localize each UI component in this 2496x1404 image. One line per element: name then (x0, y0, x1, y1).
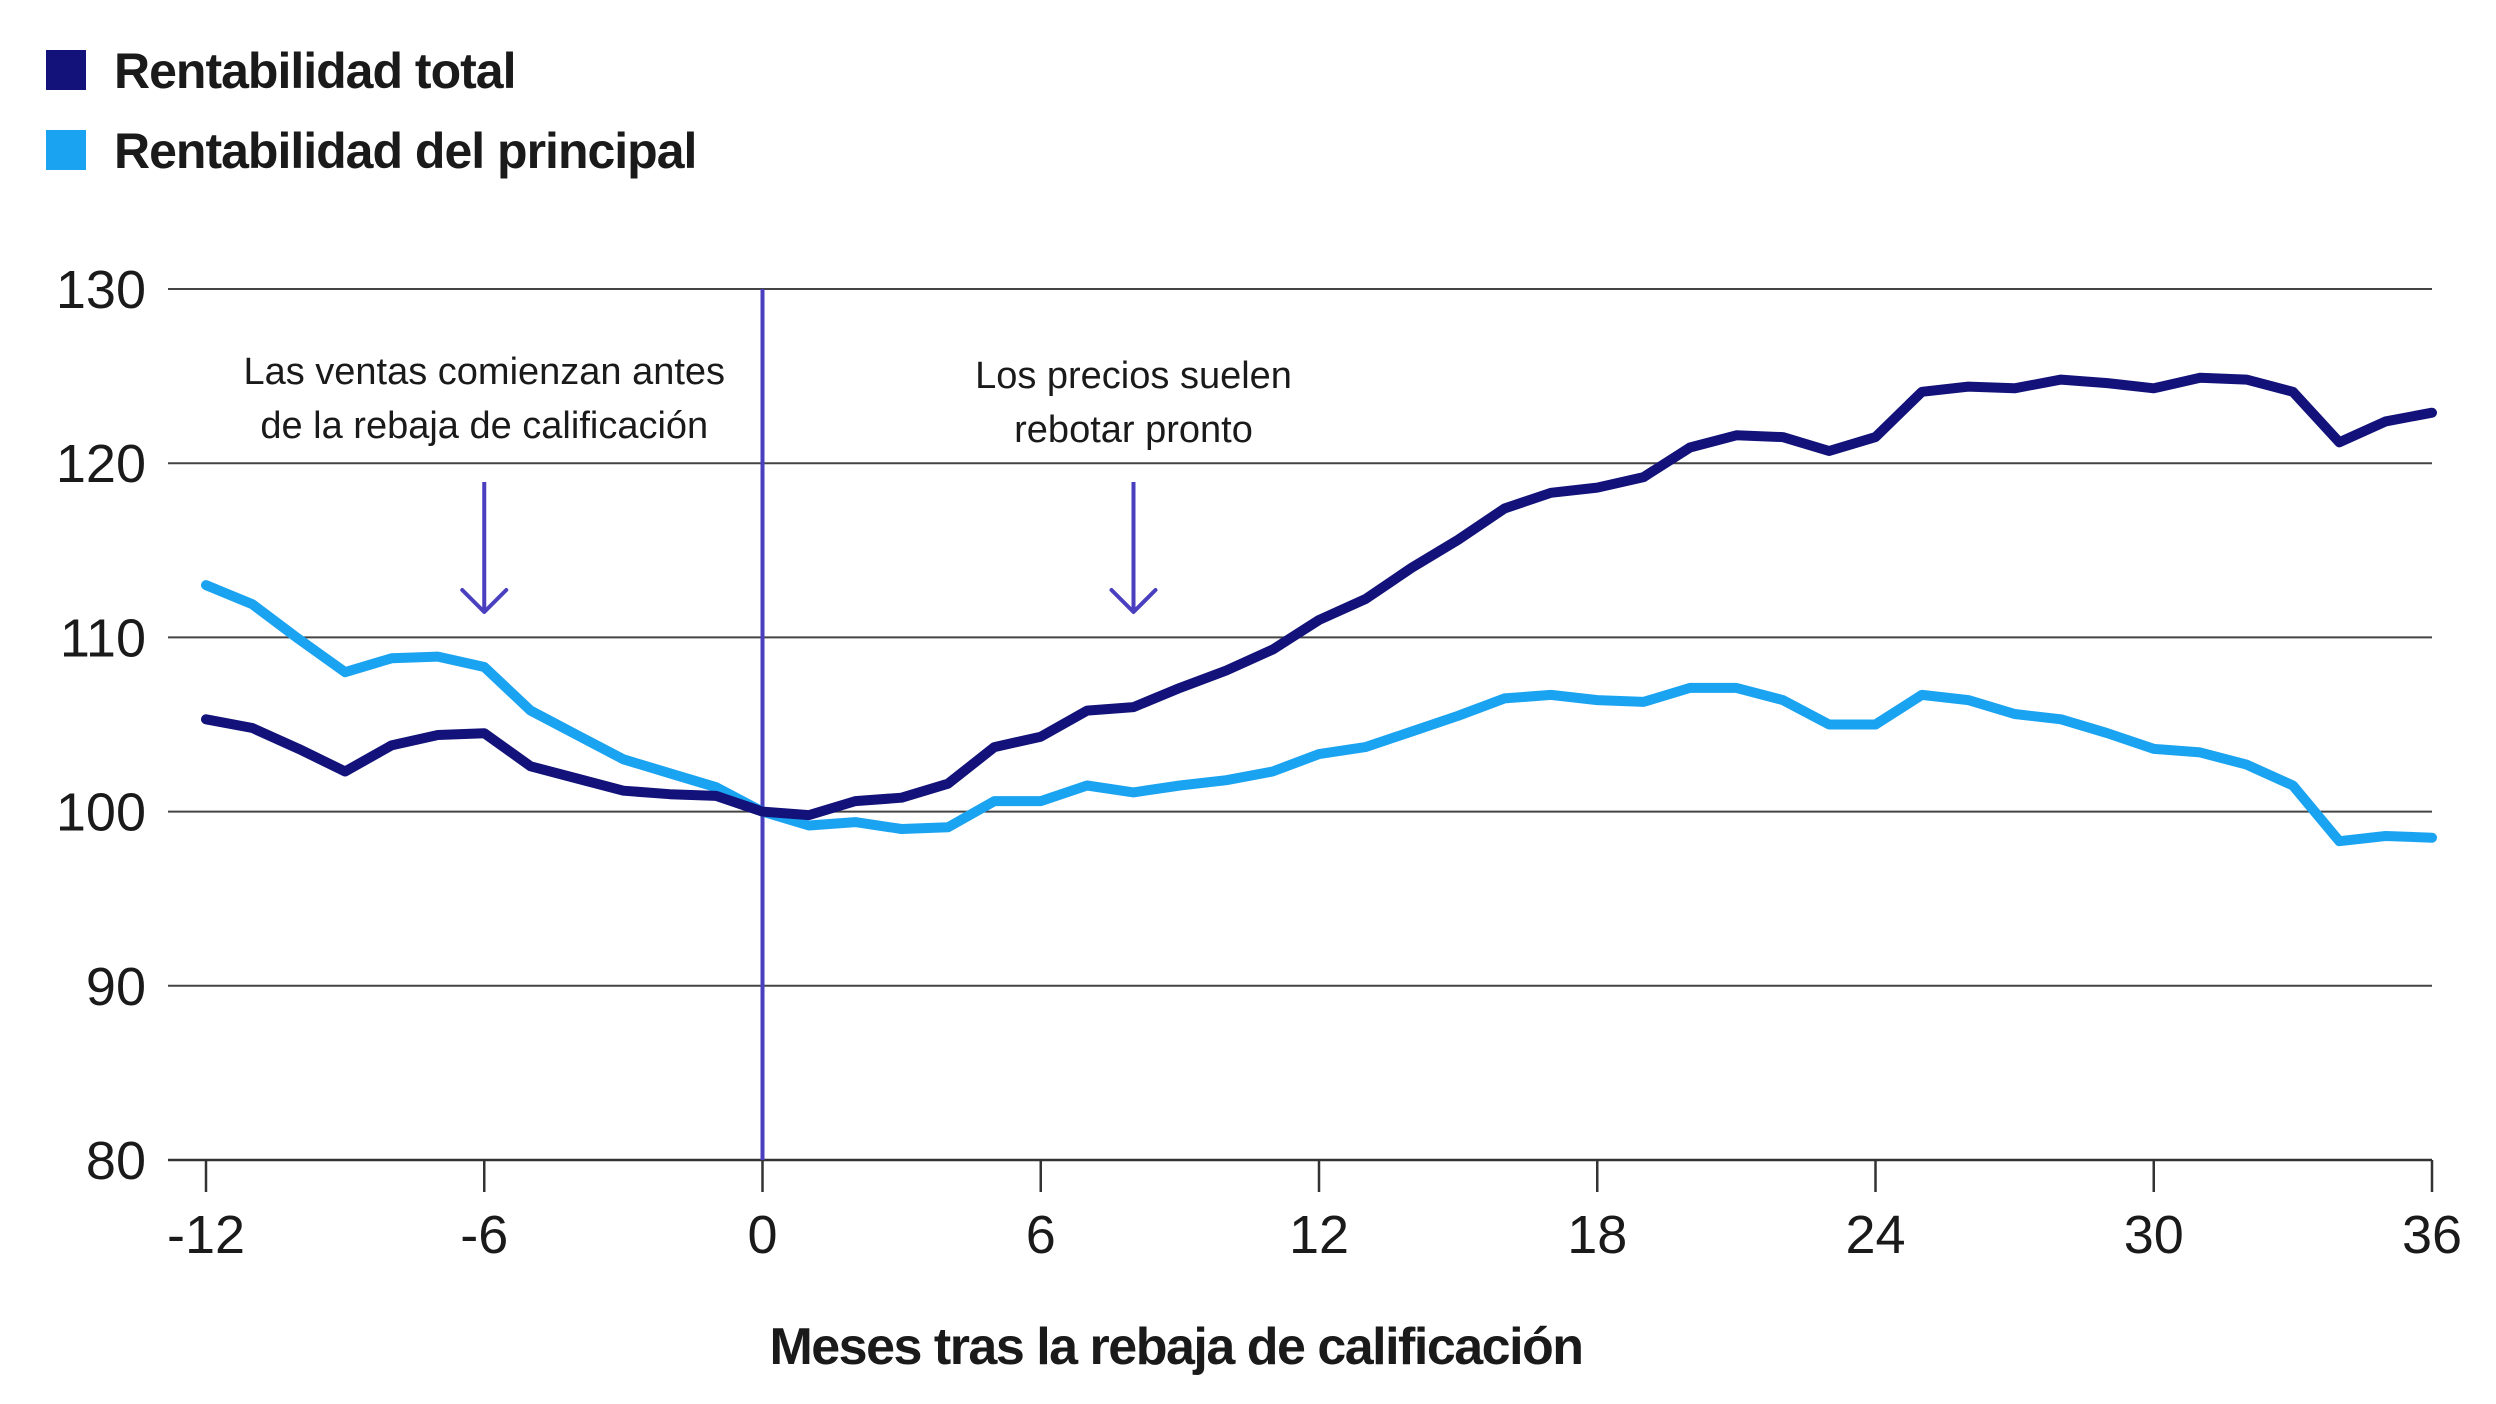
annotation-text: de la rebaja de calificación (260, 405, 708, 447)
series-line-principal (201, 580, 2437, 847)
x-tick-label: 0 (747, 1205, 777, 1265)
legend-item-principal: Rentabilidad del principal (46, 123, 697, 179)
annotations: Las ventas comienzan antes de la rebaja d… (243, 351, 1292, 614)
legend-label-principal: Rentabilidad del principal (114, 123, 696, 179)
annotation-text: Los precios suelen (975, 355, 1292, 397)
gridlines (168, 288, 2432, 1162)
annotation-text: Las ventas comienzan antes (243, 351, 725, 393)
x-tick-label: 36 (2402, 1205, 2462, 1265)
x-tick-label: 6 (1026, 1205, 1056, 1265)
x-axis: -12 -6 0 6 12 18 24 30 36 (167, 1160, 2462, 1265)
y-tick-label: 120 (56, 434, 146, 494)
series-line-total (201, 372, 2437, 821)
y-tick-label: 110 (60, 608, 146, 668)
legend-swatch-total (46, 50, 86, 90)
legend-swatch-principal (46, 130, 86, 170)
y-axis-ticks: 80 90 100 110 120 130 (56, 260, 146, 1191)
annotation-arrow-head (460, 588, 509, 614)
x-axis-label: Meses tras la rebaja de calificación (769, 1318, 1582, 1376)
x-tick-label: 12 (1289, 1205, 1349, 1265)
y-tick-label: 100 (56, 783, 146, 843)
legend: Rentabilidad total Rentabilidad del prin… (46, 43, 697, 179)
x-tick-label: -12 (167, 1205, 245, 1265)
x-tick-label: 30 (2124, 1205, 2184, 1265)
legend-label-total: Rentabilidad total (114, 43, 515, 99)
y-tick-label: 130 (56, 260, 146, 320)
x-tick-label: 18 (1567, 1205, 1627, 1265)
x-tick-label: -6 (460, 1205, 508, 1265)
y-tick-label: 90 (86, 957, 146, 1017)
annotation-arrow-head (1109, 588, 1158, 614)
annotation-text: rebotar pronto (1014, 409, 1253, 451)
series-lines (201, 372, 2437, 847)
y-tick-label: 80 (86, 1131, 146, 1191)
x-tick-label: 24 (1845, 1205, 1905, 1265)
legend-item-total: Rentabilidad total (46, 43, 516, 99)
